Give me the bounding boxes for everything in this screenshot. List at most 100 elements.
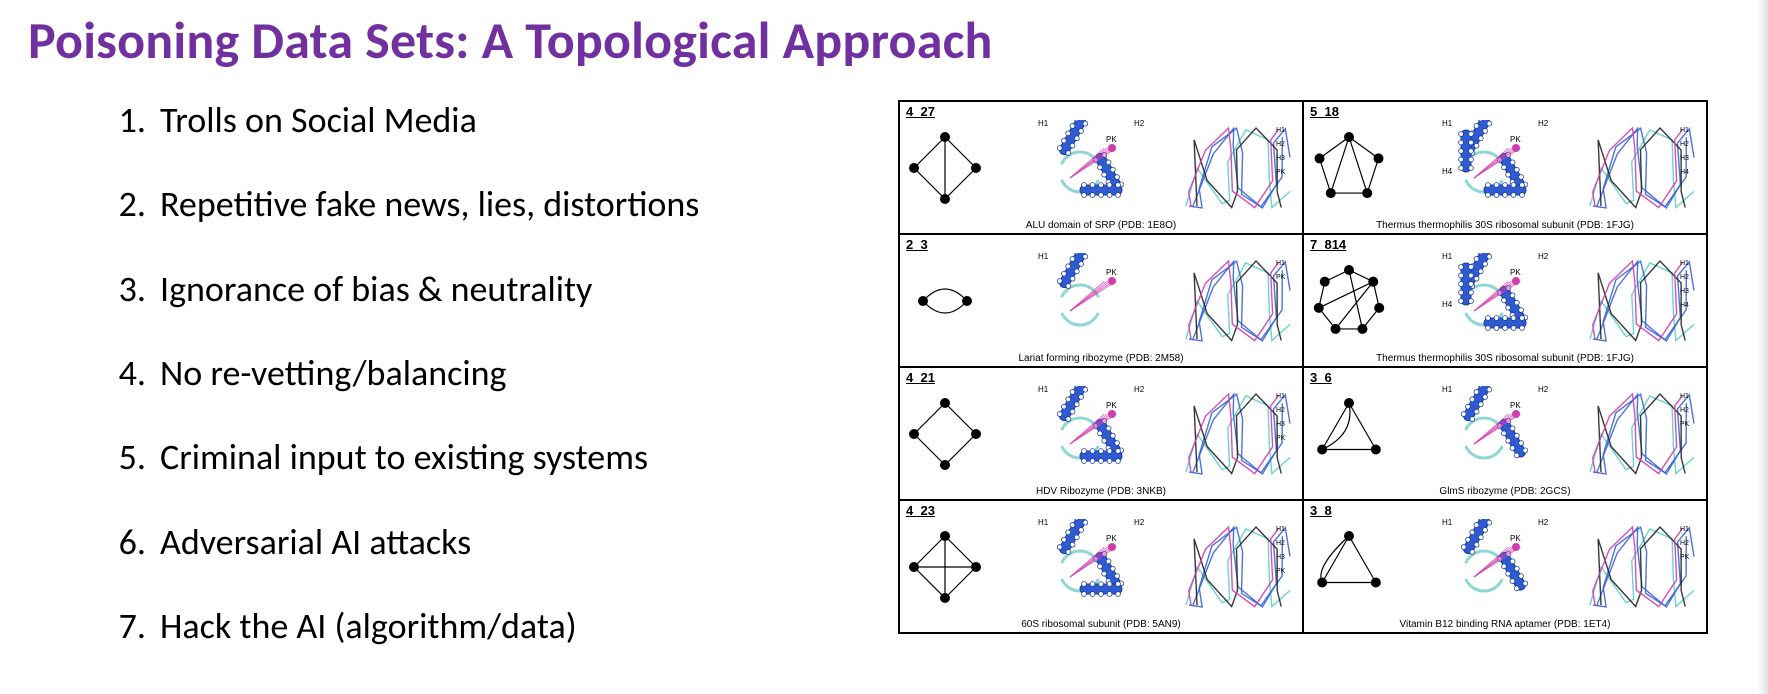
bullet-list: Trolls on Social Media Repetitive fake n… [98,100,858,646]
slide: Poisoning Data Sets: A Topological Appro… [0,0,1768,694]
svg-text:PK: PK [1510,534,1521,543]
svg-text:H1: H1 [1276,127,1285,134]
svg-text:H1: H1 [1276,260,1285,267]
svg-text:H4: H4 [1680,302,1689,309]
panel-id: 4_27 [906,104,935,119]
panel-id: 2_3 [906,237,928,252]
svg-text:PK: PK [1106,268,1117,277]
svg-text:H1: H1 [1276,393,1285,400]
topology-graph-icon [906,129,984,207]
svg-text:H3: H3 [1680,155,1689,162]
svg-text:H1: H1 [1442,120,1453,128]
svg-text:PK: PK [1106,401,1117,410]
svg-text:H2: H2 [1680,407,1689,414]
svg-text:H2: H2 [1680,274,1689,281]
list-item: Hack the AI (algorithm/data) [98,606,858,646]
svg-text:H2: H2 [1134,519,1145,527]
tertiary-structure-icon: H1H2PK [1580,519,1700,615]
topology-graph-icon [906,528,984,606]
tertiary-structure-icon: H1 H2 H3 PK [1176,386,1296,482]
svg-text:H2: H2 [1134,120,1145,128]
secondary-structure-icon: H1PK [995,253,1165,349]
secondary-structure-icon: H1H2PK [1399,386,1569,482]
svg-text:H2: H2 [1276,407,1285,414]
svg-text:H2: H2 [1538,253,1549,261]
panel-content: H1H2H3PKH1H2H3PK [906,106,1296,218]
figure-panel: 4_23H1H2H3PKH1H2H3PK60S ribosomal subuni… [899,500,1303,633]
svg-text:PK: PK [1510,401,1521,410]
svg-text:H3: H3 [1490,348,1501,349]
svg-text:PK: PK [1276,435,1286,442]
tertiary-structure-icon: H1H2PK [1580,386,1700,482]
svg-text:PK: PK [1106,534,1117,543]
figure-panel: 7_814H1H2H3H4PKH1H2H3H4Thermus thermophi… [1303,234,1707,367]
panel-caption: Lariat forming ribozyme (PDB: 2M58) [906,351,1296,364]
figure-panel: 3_6H1H2PKH1H2PKGlmS ribozyme (PDB: 2GCS) [1303,367,1707,500]
svg-text:PK: PK [1510,268,1521,277]
panel-caption: Thermus thermophilis 30S ribosomal subun… [1310,351,1700,364]
svg-text:PK: PK [1276,169,1286,176]
list-item: Criminal input to existing systems [98,437,858,477]
panel-caption: Thermus thermophilis 30S ribosomal subun… [1310,218,1700,231]
topology-graph-icon [1310,129,1388,207]
panel-caption: 60S ribosomal subunit (PDB: 5AN9) [906,617,1296,630]
panel-content: H1H2H3PKH1H2H3PK [906,505,1296,617]
svg-text:H3: H3 [1276,554,1285,561]
figure-grid: 4_27H1H2H3PKH1H2H3PKALU domain of SRP (P… [898,100,1708,634]
topology-graph-icon [1310,528,1388,606]
secondary-structure-icon: H1H2H3PK [995,519,1165,615]
svg-text:H1: H1 [1680,393,1689,400]
svg-text:H1: H1 [1680,526,1689,533]
panel-id: 4_21 [906,370,935,385]
topology-graph-icon [906,395,984,473]
svg-text:H2: H2 [1276,141,1285,148]
panel-id: 7_814 [1310,237,1346,252]
figure-panel: 4_21H1H2H3PKH1H2H3PKHDV Ribozyme (PDB: 3… [899,367,1303,500]
secondary-structure-icon: H1 H2 H3 PK [995,386,1165,482]
list-item: Repetitive fake news, lies, distortions [98,184,858,224]
figure-panel: 3_8H1H2PKH1H2PKVitamin B12 binding RNA a… [1303,500,1707,633]
svg-text:H1: H1 [1442,519,1453,527]
svg-text:H2: H2 [1538,519,1549,527]
figure-panel: 5_18H1H2H3H4PKH1H2H3H4Thermus thermophil… [1303,101,1707,234]
svg-text:H4: H4 [1442,300,1453,309]
panel-content: H1H2PKH1H2PK [1310,505,1700,617]
svg-text:PK: PK [1276,274,1286,281]
svg-text:H4: H4 [1680,169,1689,176]
topology-graph-icon [1310,395,1388,473]
svg-text:H2: H2 [1680,141,1689,148]
svg-text:H4: H4 [1442,167,1453,176]
figure-panel: 4_27H1H2H3PKH1H2H3PKALU domain of SRP (P… [899,101,1303,234]
panel-id: 3_8 [1310,503,1332,518]
list-item: No re-vetting/balancing [98,353,858,393]
panel-content: H1H2H3H4PKH1H2H3H4 [1310,239,1700,351]
svg-text:H1: H1 [1038,386,1049,394]
secondary-structure-icon: H1H2H3H4PK [1399,253,1569,349]
svg-text:H3: H3 [1490,215,1501,216]
tertiary-structure-icon: H1 H2 H3 PK [1176,120,1296,216]
svg-text:H1: H1 [1038,120,1049,128]
panel-content: H1PKH1PK [906,239,1296,351]
panel-id: 5_18 [1310,104,1339,119]
svg-text:H1: H1 [1038,519,1049,527]
svg-text:H3: H3 [1276,421,1285,428]
svg-text:H2: H2 [1680,540,1689,547]
secondary-structure-icon: H1H2H3H4PK [1399,120,1569,216]
tertiary-structure-icon: H1H2H3H4 [1580,120,1700,216]
svg-text:H2: H2 [1538,386,1549,394]
svg-text:H3: H3 [1276,155,1285,162]
topology-figure: 4_27H1H2H3PKH1H2H3PKALU domain of SRP (P… [898,100,1708,634]
svg-text:H2: H2 [1134,386,1145,394]
svg-text:PK: PK [1276,568,1286,575]
topology-graph-icon [906,262,984,340]
secondary-structure-icon: H1 H2 PK [1399,519,1569,615]
list-item: Ignorance of bias & neutrality [98,269,858,309]
figure-panel: 2_3 H1PKH1PKLariat forming ribozyme (PDB… [899,234,1303,367]
panel-id: 4_23 [906,503,935,518]
panel-content: H1 H2 H3 PK H1 H2 H3 PK [906,372,1296,484]
topology-graph-icon [1310,262,1388,340]
tertiary-structure-icon: H1H2H3PK [1176,519,1296,615]
slide-title: Poisoning Data Sets: A Topological Appro… [28,8,1740,72]
svg-text:H3: H3 [1086,481,1097,482]
slide-body: Trolls on Social Media Repetitive fake n… [28,100,1740,646]
